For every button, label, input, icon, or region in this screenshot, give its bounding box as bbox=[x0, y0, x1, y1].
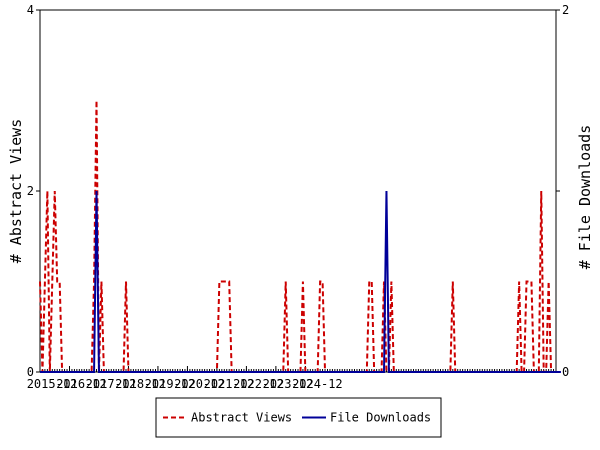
x-tick-label: 2019-12 bbox=[145, 377, 196, 391]
x-tick-label: 2015-12 bbox=[27, 377, 78, 391]
y-left-tick-label: 0 bbox=[27, 365, 34, 379]
series-layer bbox=[39, 100, 561, 373]
plot-area bbox=[39, 9, 557, 373]
y-left-tick-label: 4 bbox=[27, 3, 34, 17]
y-axis-right-title: # File Downloads bbox=[576, 125, 594, 270]
legend-label-file-downloads: File Downloads bbox=[330, 411, 431, 425]
y-right-tick-label: 0 bbox=[562, 365, 569, 379]
legend-box bbox=[155, 397, 442, 438]
y-axis-left-title: # Abstract Views bbox=[7, 119, 25, 264]
x-tick-label: 2016-12 bbox=[56, 377, 107, 391]
y-axis-right: 02 bbox=[556, 3, 569, 379]
x-tick-label: 2022-12 bbox=[233, 377, 284, 391]
legend-label-abstract-views: Abstract Views bbox=[191, 411, 292, 425]
y-left-tick-label: 2 bbox=[27, 184, 34, 198]
series-line-abstract-views bbox=[39, 100, 556, 373]
x-tick-label: 2017-12 bbox=[86, 377, 137, 391]
y-right-tick-label: 2 bbox=[562, 3, 569, 17]
series-line-file-downloads bbox=[40, 190, 561, 373]
x-tick-label: 2023-12 bbox=[263, 377, 314, 391]
x-tick-label: 2018-12 bbox=[115, 377, 166, 391]
y-axis-left: 0 2 4 bbox=[27, 3, 40, 379]
x-axis: 2015-122016-122017-122018-122019-122020-… bbox=[27, 366, 557, 391]
x-tick-label: 2021-12 bbox=[204, 377, 255, 391]
x-tick-label: 2020-12 bbox=[174, 377, 225, 391]
plot-frame bbox=[39, 9, 557, 373]
x-tick-label: 2024-12 bbox=[292, 377, 343, 391]
legend: Abstract Views File Downloads bbox=[155, 397, 442, 438]
